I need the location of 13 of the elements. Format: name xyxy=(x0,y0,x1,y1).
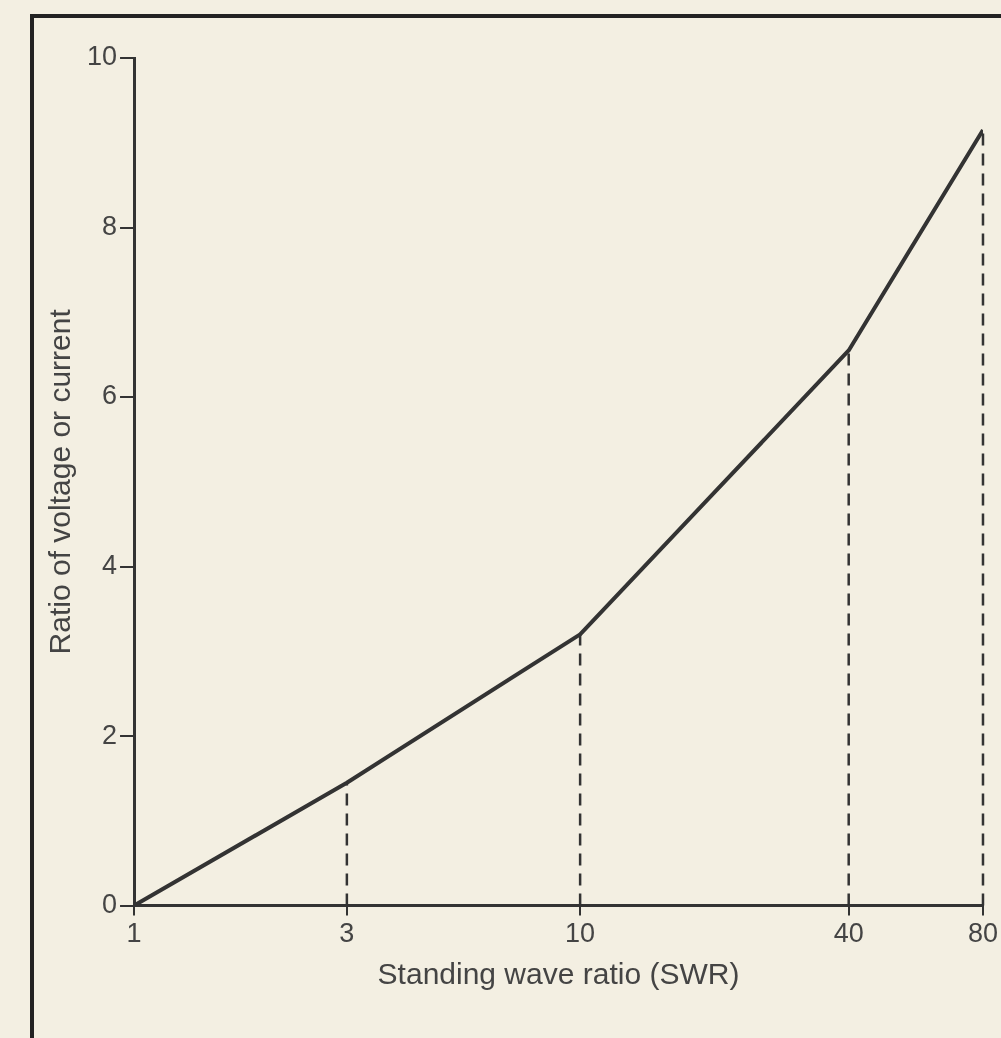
y-tick-label: 4 xyxy=(102,550,118,581)
y-tick-label: 6 xyxy=(102,380,118,411)
x-tick-label: 3 xyxy=(339,918,355,949)
y-tick-label: 10 xyxy=(86,41,118,72)
x-axis-title: Standing wave ratio (SWR) xyxy=(377,957,740,991)
x-tick-label: 40 xyxy=(833,918,864,949)
y-tick-label: 0 xyxy=(102,889,118,920)
y-tick-label: 2 xyxy=(102,719,118,750)
y-tick-label: 8 xyxy=(102,210,118,241)
x-tick-label: 10 xyxy=(565,918,596,949)
y-axis-title: Ratio of voltage or current xyxy=(43,308,77,655)
x-tick-label: 80 xyxy=(967,918,999,949)
x-tick-label: 1 xyxy=(126,918,142,949)
